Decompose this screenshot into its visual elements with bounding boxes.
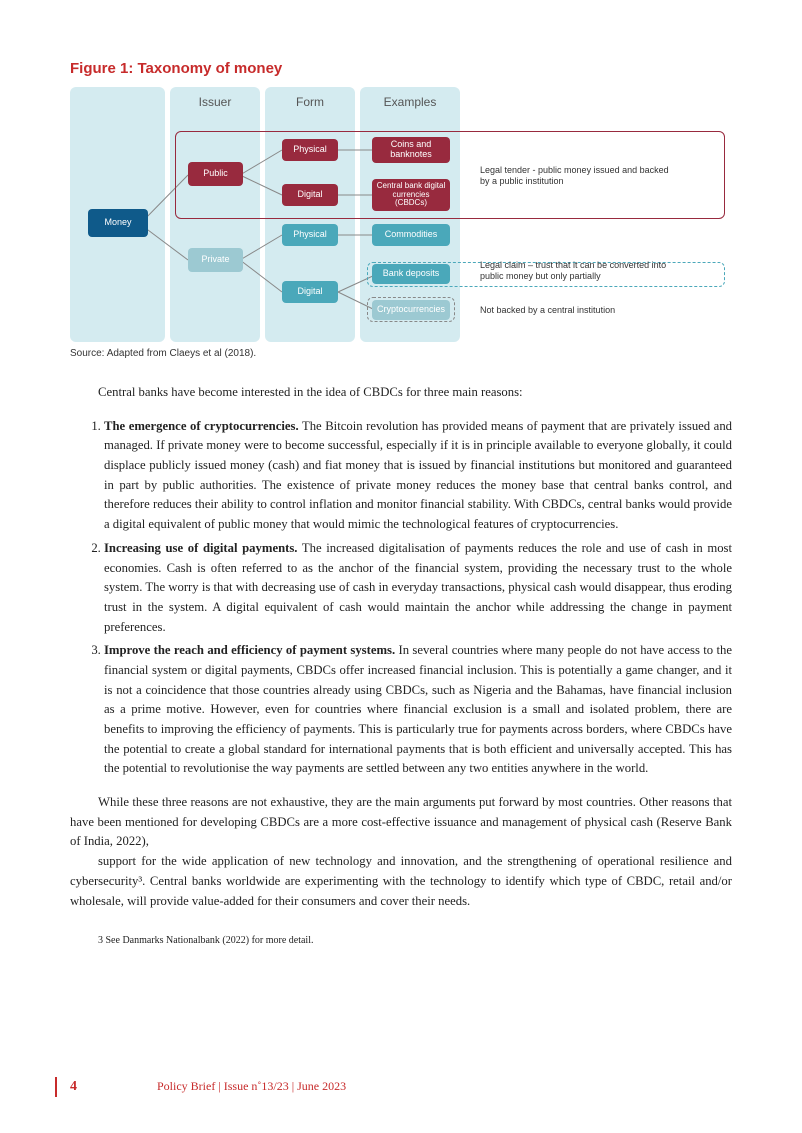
- li1-head: The emergence of cryptocurrencies.: [104, 419, 299, 433]
- list-item-3: Improve the reach and efficiency of paym…: [104, 641, 732, 779]
- li2-head: Increasing use of digital payments.: [104, 541, 297, 555]
- node-digital-2: Digital: [282, 281, 338, 303]
- node-cbdc: Central bank digital currencies (CBDCs): [372, 179, 450, 211]
- li3-body: In several countries where many people d…: [104, 643, 732, 775]
- col-examples: Examples: [370, 95, 450, 109]
- intro-para: Central banks have become interested in …: [70, 383, 732, 403]
- node-public: Public: [188, 162, 243, 186]
- publication-info: Policy Brief | Issue n˚13/23 | June 2023: [157, 1079, 346, 1094]
- closing-2: support for the wide application of new …: [70, 852, 732, 911]
- node-physical-2: Physical: [282, 224, 338, 246]
- col-form: Form: [270, 95, 350, 109]
- footer-stripe: [55, 1077, 57, 1097]
- annot-legal-claim: Legal claim – trust that it can be conve…: [480, 260, 690, 283]
- list-item-2: Increasing use of digital payments. The …: [104, 539, 732, 637]
- page-number: 4: [70, 1079, 77, 1095]
- node-private: Private: [188, 248, 243, 272]
- node-money: Money: [88, 209, 148, 237]
- list-item-1: The emergence of cryptocurrencies. The B…: [104, 417, 732, 535]
- node-deposits: Bank deposits: [372, 264, 450, 284]
- node-commodities: Commodities: [372, 224, 450, 246]
- li1-body: The Bitcoin revolution has provided mean…: [104, 419, 732, 531]
- figure-source: Source: Adapted from Claeys et al (2018)…: [70, 348, 732, 359]
- annot-legal-tender: Legal tender - public money issued and b…: [480, 165, 680, 188]
- col-issuer: Issuer: [175, 95, 255, 109]
- closing-1: While these three reasons are not exhaus…: [70, 793, 732, 852]
- annot-not-backed: Not backed by a central institution: [480, 305, 690, 316]
- footnote: 3 See Danmarks Nationalbank (2022) for m…: [70, 933, 732, 949]
- page-footer: 4 Policy Brief | Issue n˚13/23 | June 20…: [70, 1079, 732, 1095]
- body-text: Central banks have become interested in …: [70, 383, 732, 949]
- node-digital-1: Digital: [282, 184, 338, 206]
- node-crypto: Cryptocurrencies: [372, 300, 450, 320]
- reasons-list: The emergence of cryptocurrencies. The B…: [70, 417, 732, 779]
- figure-title: Figure 1: Taxonomy of money: [70, 60, 732, 77]
- node-physical-1: Physical: [282, 139, 338, 161]
- closing-paras: While these three reasons are not exhaus…: [70, 793, 732, 911]
- li3-head: Improve the reach and efficiency of paym…: [104, 643, 395, 657]
- node-coins: Coins and banknotes: [372, 137, 450, 163]
- taxonomy-diagram: Issuer Form Examples Money Public Privat…: [70, 87, 730, 342]
